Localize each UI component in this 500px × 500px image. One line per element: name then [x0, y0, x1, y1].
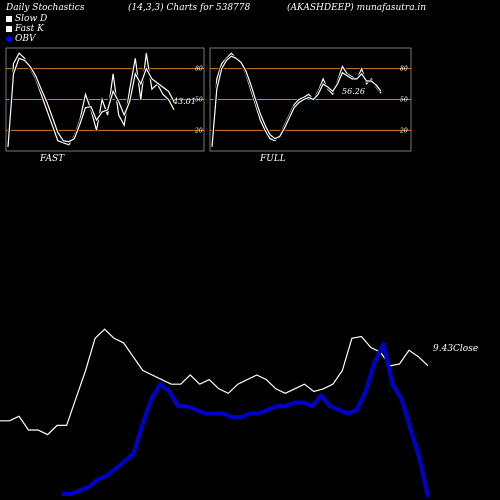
legend-item-obv: OBV: [6, 34, 36, 44]
obv-line: [62, 342, 430, 498]
legend-swatch-fast-k: [6, 25, 12, 32]
legend-label-fast-k: Fast K: [15, 24, 44, 34]
close-value-label: 9.43Close: [433, 344, 478, 354]
fast-panel-title: FAST: [39, 154, 65, 164]
full-panel-title: FULL: [259, 154, 286, 164]
full-tick-label-20: 20: [399, 127, 408, 134]
fast-tick-label-80: 80: [195, 66, 203, 73]
full-tick-label-80: 80: [400, 66, 408, 73]
legend-item-fast-k: Fast K: [6, 24, 44, 34]
fast-tick-label-50: 50: [195, 97, 203, 104]
fast-slow-d-line: [7, 57, 175, 147]
full-tick-label-50: 50: [400, 97, 408, 104]
site-label: (AKASHDEEP) munafasutra.in: [287, 3, 427, 13]
legend-label-obv: OBV: [15, 34, 36, 44]
legend-swatch-obv: [6, 35, 12, 42]
legend-item-slow-d: Slow D: [6, 14, 47, 24]
full-last-value: 56.26: [342, 87, 365, 96]
chart-params: (14,3,3) Charts for 538778: [128, 3, 251, 13]
full-slow-d-line: [211, 55, 382, 147]
legend-label-slow-d: Slow D: [15, 14, 48, 24]
chart-title: Daily Stochastics: [6, 3, 85, 13]
fast-tick-label-20: 20: [194, 127, 203, 134]
legend-swatch-slow-d: [6, 15, 12, 22]
fast-last-value: 43.01: [172, 97, 196, 106]
close-price-line: [0, 328, 429, 436]
